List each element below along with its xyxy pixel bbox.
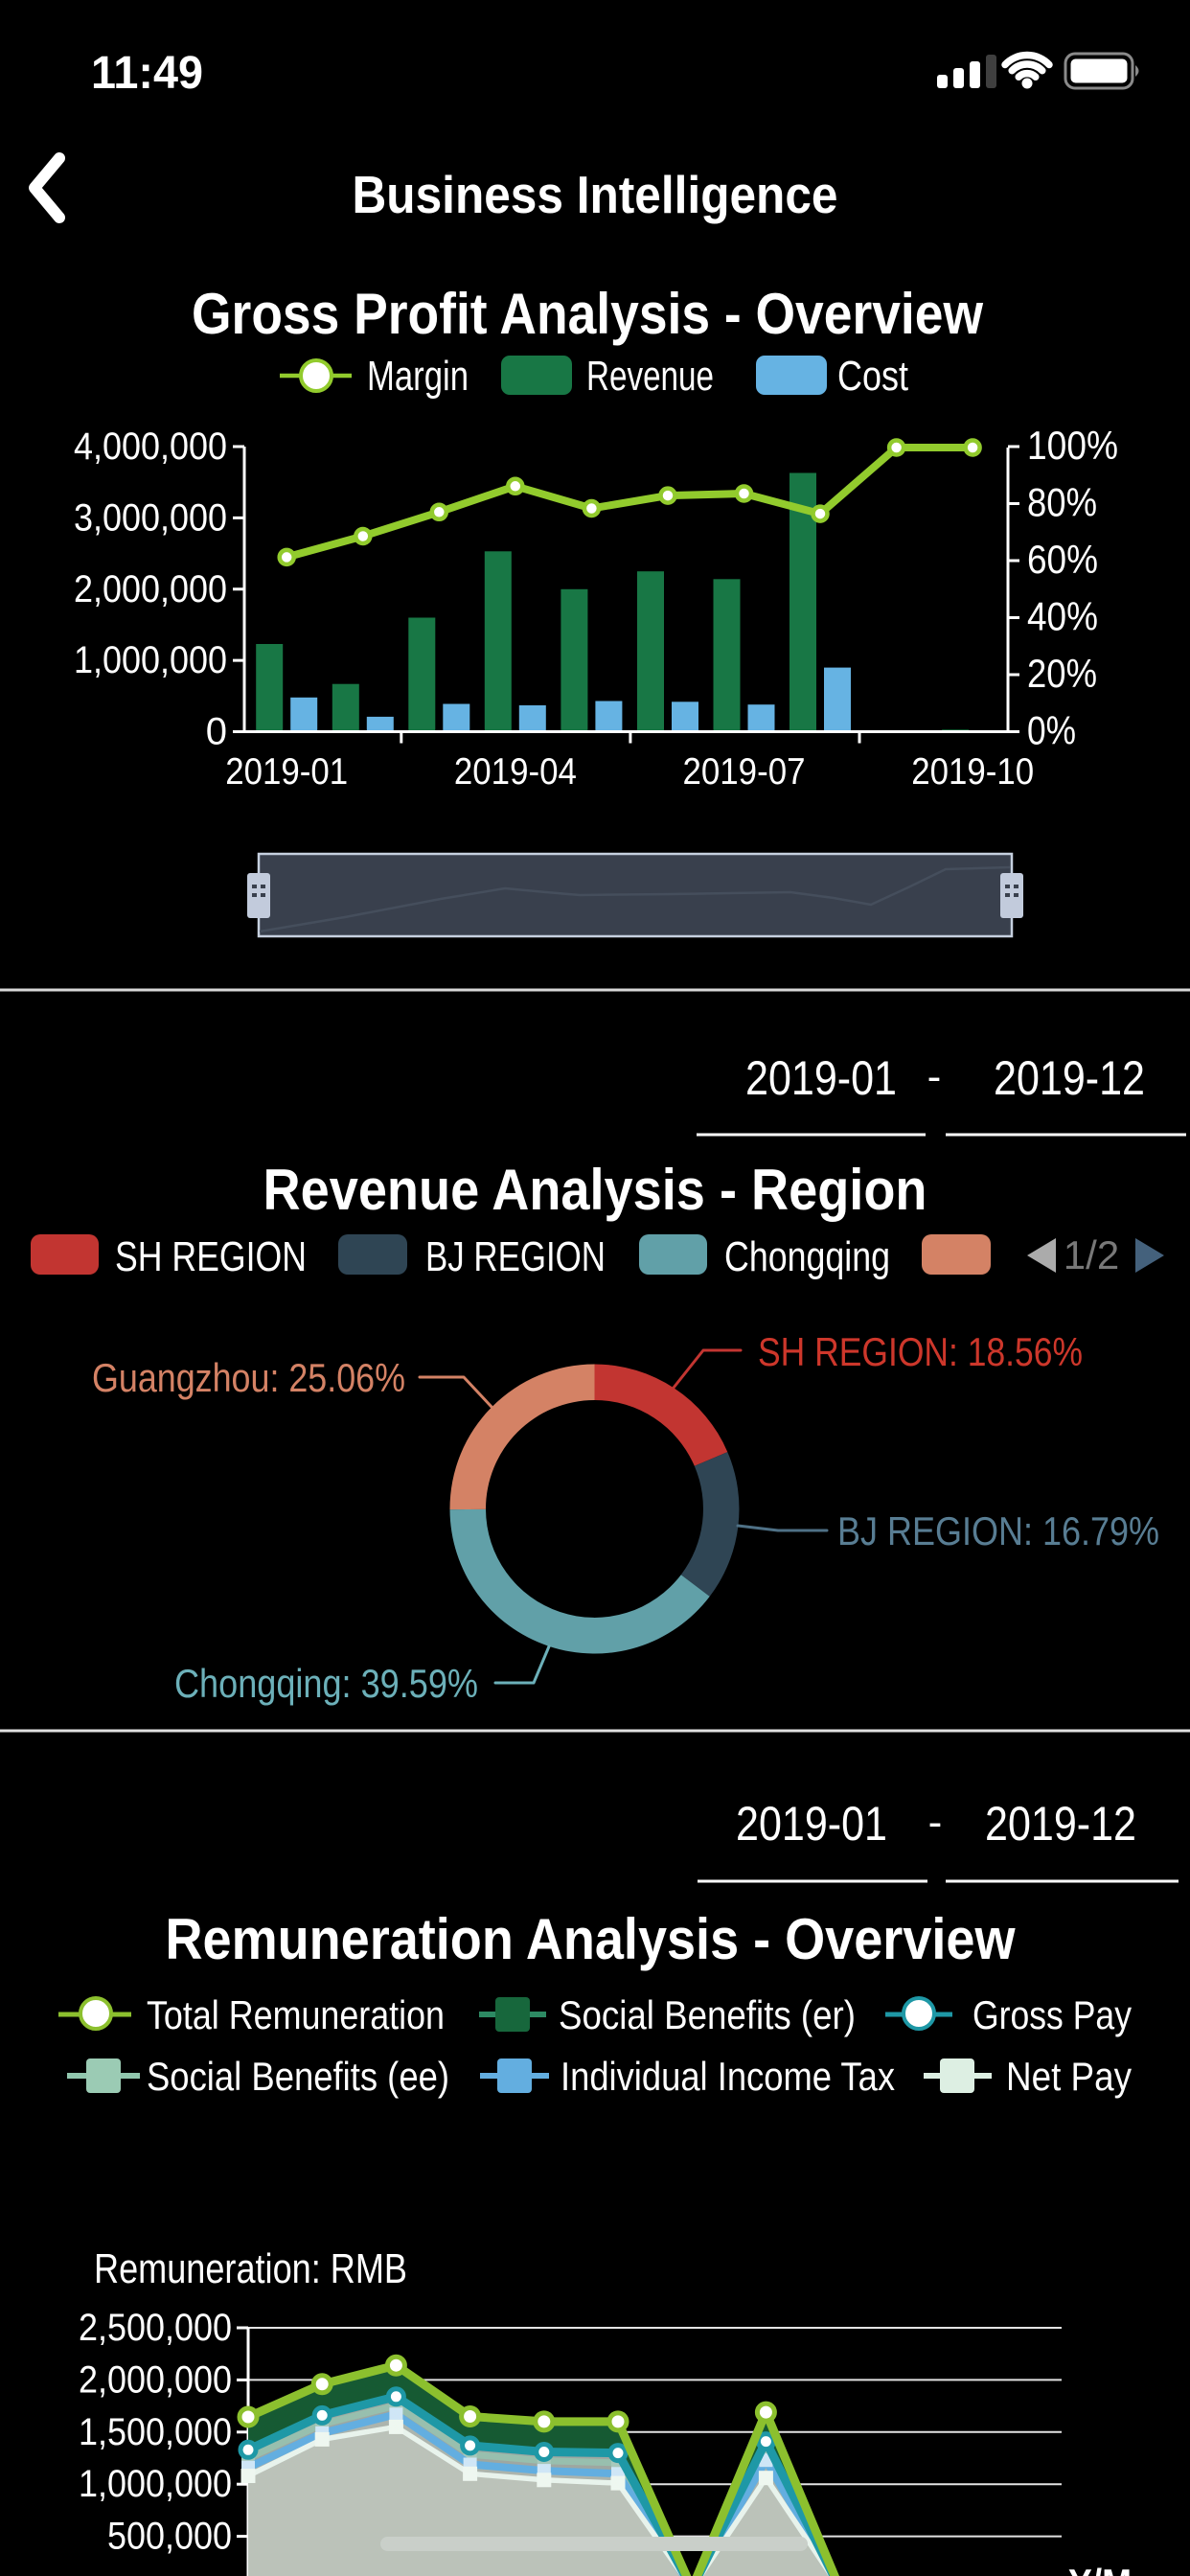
svg-text:2019-12: 2019-12 (994, 1051, 1145, 1105)
svg-text:2,500,000: 2,500,000 (79, 2307, 232, 2349)
svg-text:Social Benefits (ee): Social Benefits (ee) (147, 2054, 449, 2099)
svg-text:Chongqing: Chongqing (724, 1233, 890, 1280)
svg-text:2019-12: 2019-12 (985, 1797, 1136, 1851)
svg-text:1,000,000: 1,000,000 (79, 2463, 232, 2505)
svg-text:Revenue: Revenue (586, 353, 714, 400)
svg-text:2,000,000: 2,000,000 (74, 568, 227, 610)
svg-text:2019-01: 2019-01 (745, 1051, 897, 1105)
svg-text:Chongqing: 39.59%: Chongqing: 39.59% (174, 1661, 478, 1706)
svg-text:-: - (927, 1053, 942, 1100)
svg-text:0: 0 (206, 711, 227, 753)
svg-text:Guangzhou: 25.06%: Guangzhou: 25.06% (92, 1355, 405, 1400)
svg-text:0%: 0% (1027, 708, 1076, 753)
svg-text:2019-01: 2019-01 (225, 751, 348, 793)
svg-text:1,000,000: 1,000,000 (74, 639, 227, 681)
svg-text:BJ REGION: BJ REGION (425, 1233, 606, 1280)
svg-text:SH REGION: SH REGION (115, 1233, 307, 1280)
svg-text:BJ REGION: 16.79%: BJ REGION: 16.79% (837, 1508, 1159, 1553)
svg-text:40%: 40% (1027, 594, 1098, 639)
svg-text:Margin: Margin (367, 353, 469, 400)
svg-text:-: - (928, 1799, 943, 1846)
svg-text:Revenue Analysis - Region: Revenue Analysis - Region (263, 1158, 927, 1222)
svg-text:Individual Income Tax: Individual Income Tax (561, 2054, 895, 2099)
svg-text:11:49: 11:49 (91, 48, 203, 99)
svg-text:Remuneration Analysis - Overvi: Remuneration Analysis - Overview (166, 1907, 1016, 1971)
svg-text:Y/M: Y/M (1068, 2561, 1132, 2576)
svg-text:20%: 20% (1027, 651, 1097, 696)
svg-text:3,000,000: 3,000,000 (74, 496, 227, 539)
svg-text:4,000,000: 4,000,000 (74, 426, 227, 468)
svg-text:2019-01: 2019-01 (736, 1797, 887, 1851)
svg-text:2,000,000: 2,000,000 (79, 2358, 232, 2401)
svg-text:Business Intelligence: Business Intelligence (353, 165, 838, 224)
svg-text:Gross Pay: Gross Pay (973, 1992, 1132, 2037)
svg-text:SH REGION: 18.56%: SH REGION: 18.56% (758, 1329, 1083, 1374)
svg-text:500,000: 500,000 (107, 2516, 232, 2558)
svg-text:2019-04: 2019-04 (454, 751, 577, 793)
svg-text:Total Remuneration: Total Remuneration (147, 1992, 445, 2037)
svg-text:Cost: Cost (837, 353, 908, 400)
svg-text:60%: 60% (1027, 537, 1098, 582)
svg-text:Social Benefits (er): Social Benefits (er) (559, 1992, 856, 2037)
svg-text:2019-07: 2019-07 (683, 751, 806, 793)
svg-text:Net Pay: Net Pay (1006, 2054, 1132, 2099)
svg-text:80%: 80% (1027, 480, 1097, 525)
svg-text:1,500,000: 1,500,000 (79, 2411, 232, 2453)
svg-text:Remuneration: RMB: Remuneration: RMB (94, 2245, 407, 2292)
svg-text:2019-10: 2019-10 (911, 751, 1034, 793)
svg-text:100%: 100% (1027, 423, 1118, 468)
svg-text:Gross Profit Analysis - Overvi: Gross Profit Analysis - Overview (192, 282, 983, 346)
svg-text:1/2: 1/2 (1064, 1232, 1119, 1277)
